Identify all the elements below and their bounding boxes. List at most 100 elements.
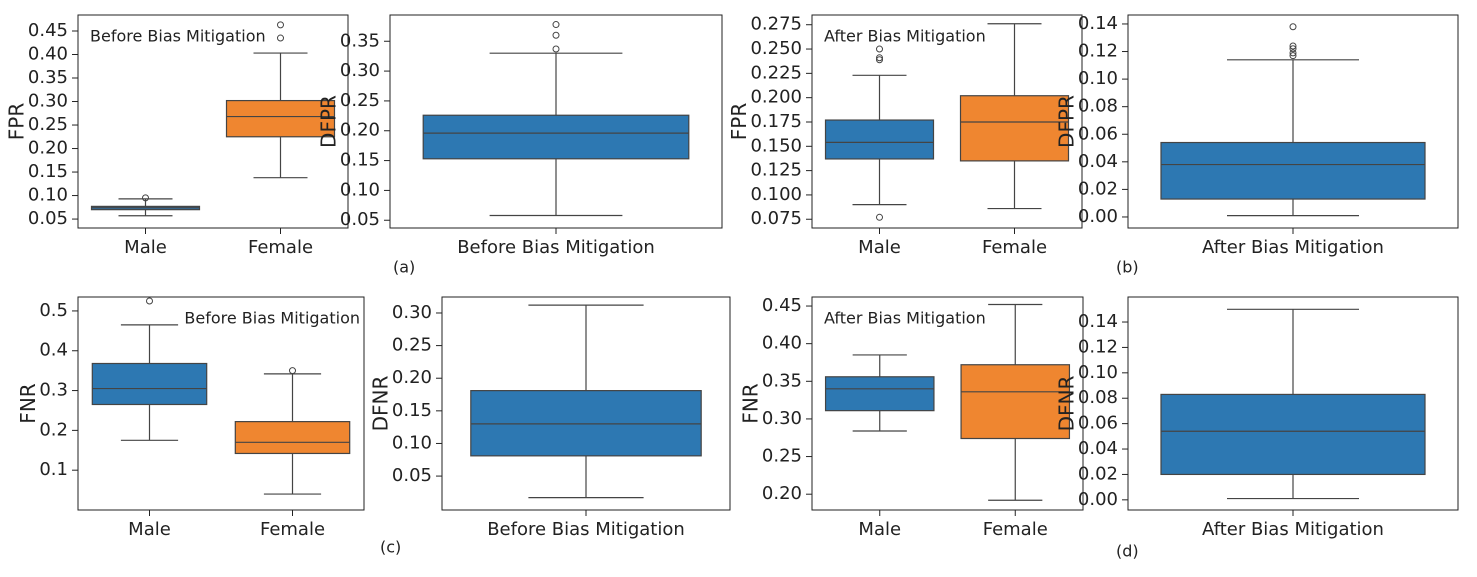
y-tick-label: 0.04 xyxy=(1078,151,1118,172)
y-tick-label: 0.40 xyxy=(28,43,68,64)
annotation: Before Bias Mitigation xyxy=(184,309,360,328)
y-tick-label: 0.5 xyxy=(39,300,68,321)
y-tick-label: 0.10 xyxy=(340,179,380,200)
x-tick-label: Male xyxy=(858,519,901,540)
annotation: Before Bias Mitigation xyxy=(90,27,266,46)
y-tick-label: 0.00 xyxy=(1078,206,1118,227)
y-axis-label: DFPR xyxy=(317,95,341,148)
x-tick-label: Before Bias Mitigation xyxy=(457,237,655,258)
chart: 0.00 0.02 0.04 0.06 0.08 0.10 0.12 0.14 DFNR Afte… xyxy=(1055,296,1459,540)
annotation: After Bias Mitigation xyxy=(824,27,986,46)
y-tick-label: 0.05 xyxy=(28,208,68,229)
x-tick-label: Female xyxy=(982,237,1047,258)
annotation: After Bias Mitigation xyxy=(824,309,986,328)
y-tick-label: 0.225 xyxy=(750,62,802,83)
flier xyxy=(876,213,883,221)
y-tick-label: 0.075 xyxy=(750,208,802,229)
y-tick-label: 0.04 xyxy=(1078,438,1118,459)
y-tick-label: 0.35 xyxy=(340,30,380,51)
y-tick-label: 0.150 xyxy=(750,135,802,156)
panel-label: (d) xyxy=(1116,542,1139,561)
y-tick-label: 0.10 xyxy=(1078,68,1118,89)
flier xyxy=(1289,49,1297,57)
y-tick-label: 0.05 xyxy=(392,465,432,486)
y-tick-label: 0.00 xyxy=(1078,489,1118,510)
x-tick-label: Male xyxy=(858,237,901,258)
y-tick-label: 0.3 xyxy=(39,380,68,401)
y-tick-label: 0.10 xyxy=(392,432,432,453)
x-tick-label: After Bias Mitigation xyxy=(1202,519,1384,540)
y-axis-label: FPR xyxy=(727,103,751,141)
panel-label: (a) xyxy=(393,258,415,277)
flier xyxy=(277,21,284,29)
y-tick-label: 0.40 xyxy=(762,333,802,354)
y-tick-label: 0.15 xyxy=(340,150,380,171)
x-tick-label: Male xyxy=(128,519,171,540)
y-tick-label: 0.12 xyxy=(1078,41,1118,62)
y-tick-label: 0.30 xyxy=(28,91,68,112)
x-tick-label: Female xyxy=(260,519,325,540)
y-tick-label: 0.30 xyxy=(340,60,380,81)
axes-frame xyxy=(77,296,365,511)
y-axis-label: FNR xyxy=(16,383,40,423)
flier xyxy=(1289,45,1297,53)
y-tick-label: 0.06 xyxy=(1078,413,1118,434)
y-tick-label: 0.30 xyxy=(762,408,802,429)
axes-frame xyxy=(811,296,1084,511)
x-tick-label: Female xyxy=(248,237,313,258)
flier xyxy=(876,45,883,53)
flier xyxy=(142,194,149,202)
y-tick-label: 0.45 xyxy=(762,295,802,316)
box xyxy=(960,364,1071,440)
y-tick-label: 0.20 xyxy=(762,483,802,504)
box xyxy=(234,421,351,455)
y-axis-label: DFNR xyxy=(369,376,393,432)
y-tick-label: 0.25 xyxy=(762,446,802,467)
axes-frame xyxy=(77,14,349,229)
box xyxy=(824,376,935,412)
y-tick-label: 0.4 xyxy=(39,340,68,361)
box xyxy=(824,119,935,160)
panel-label: (c) xyxy=(380,538,401,557)
flier xyxy=(1289,52,1297,60)
y-tick-label: 0.06 xyxy=(1078,123,1118,144)
y-tick-label: 0.25 xyxy=(28,114,68,135)
box xyxy=(422,114,690,160)
y-tick-label: 0.175 xyxy=(750,111,802,132)
axes-frame xyxy=(1127,14,1459,229)
box xyxy=(91,362,208,406)
y-tick-label: 0.20 xyxy=(392,367,432,388)
box xyxy=(1160,393,1426,476)
flier xyxy=(289,367,296,375)
y-tick-label: 0.15 xyxy=(28,161,68,182)
flier xyxy=(1289,23,1297,31)
x-tick-label: Before Bias Mitigation xyxy=(487,519,685,540)
chart: 0.05 0.10 0.15 0.20 0.25 0.30 DFNR Before Bias … xyxy=(369,296,731,540)
chart: 0.050.10 0.150.20 0.250.30 0.35 0.400.45 FPR M… xyxy=(5,14,349,258)
y-tick-label: 0.100 xyxy=(750,184,802,205)
box xyxy=(959,95,1070,162)
panel-label: (b) xyxy=(1116,258,1139,277)
axes-frame xyxy=(441,296,731,511)
chart: 0.00 0.02 0.04 0.06 0.08 0.10 0.12 0.14 DFPR Afte… xyxy=(1055,13,1459,258)
y-tick-label: 0.02 xyxy=(1078,463,1118,484)
y-axis-label: FNR xyxy=(739,383,763,423)
flier xyxy=(146,297,153,305)
box xyxy=(1160,141,1426,200)
flier xyxy=(552,21,560,29)
y-tick-label: 0.15 xyxy=(392,400,432,421)
flier xyxy=(552,31,560,39)
y-tick-label: 0.14 xyxy=(1078,311,1118,332)
axes-frame xyxy=(389,14,723,229)
y-tick-label: 0.1 xyxy=(39,459,68,480)
chart: 0.05 0.10 0.15 0.20 0.25 0.30 0.35 DFPR Before B… xyxy=(317,14,723,258)
y-tick-label: 0.20 xyxy=(340,120,380,141)
axes-frame xyxy=(811,14,1083,229)
y-tick-label: 0.05 xyxy=(340,209,380,230)
chart: 0.075 0.100 0.125 0.150 0.175 0.200 0.225 0.250… xyxy=(727,14,1083,258)
flier xyxy=(876,54,883,62)
y-tick-label: 0.25 xyxy=(340,90,380,111)
y-tick-label: 0.20 xyxy=(28,138,68,159)
axes-frame xyxy=(1127,296,1459,511)
